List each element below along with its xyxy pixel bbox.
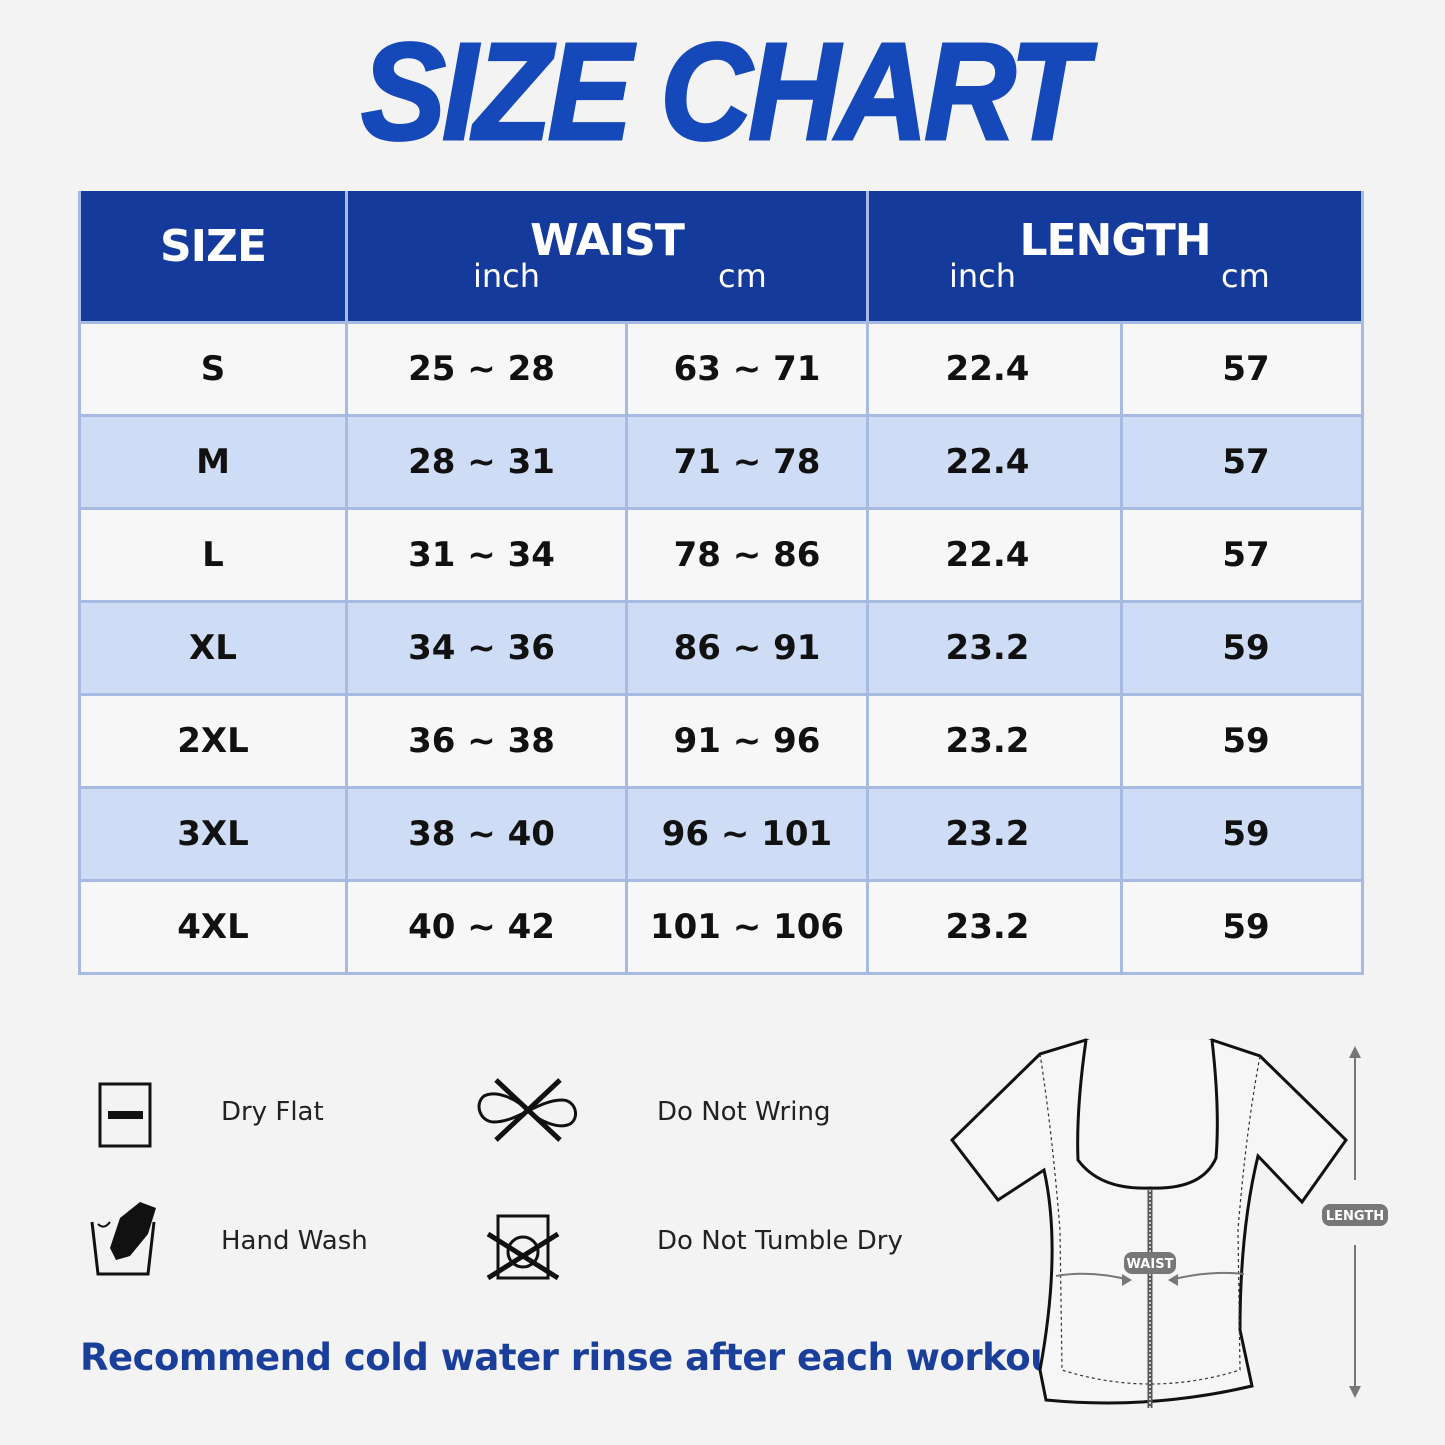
cell-length-inch: 22.4	[866, 321, 1123, 417]
cell-waist-inch: 36 ~ 38	[345, 693, 628, 789]
cell-length-cm: 59	[1120, 600, 1364, 696]
cell-length-cm: 59	[1120, 786, 1364, 882]
header-waist: WAIST inch cm	[345, 191, 869, 323]
cell-size: L	[78, 507, 348, 603]
cell-waist-inch: 38 ~ 40	[345, 786, 628, 882]
cell-waist-inch: 34 ~ 36	[345, 600, 628, 696]
care-note: Recommend cold water rinse after each wo…	[80, 1336, 1087, 1379]
cell-length-cm: 57	[1120, 414, 1364, 510]
table-row: 4XL 40 ~ 42 101 ~ 106 23.2 59	[78, 879, 1364, 975]
page-title: SIZE CHART	[360, 15, 1089, 169]
cell-length-inch: 22.4	[866, 414, 1123, 510]
header-waist-label: WAIST	[530, 215, 685, 266]
table-row: 3XL 38 ~ 40 96 ~ 101 23.2 59	[78, 786, 1364, 882]
table-row: S 25 ~ 28 63 ~ 71 22.4 57	[78, 321, 1364, 417]
cell-length-cm: 59	[1120, 693, 1364, 789]
cell-waist-cm: 78 ~ 86	[625, 507, 869, 603]
garment-diagram: WAIST LENGTH	[950, 1038, 1388, 1408]
dry-flat-icon	[98, 1082, 152, 1148]
cell-waist-inch: 31 ~ 34	[345, 507, 628, 603]
cell-length-inch: 23.2	[866, 600, 1123, 696]
size-table: SIZE WAIST inch cm LENGTH inch cm S 25 ~ …	[78, 191, 1364, 975]
cell-waist-inch: 40 ~ 42	[345, 879, 628, 975]
cell-length-inch: 22.4	[866, 507, 1123, 603]
cell-length-cm: 57	[1120, 507, 1364, 603]
header-size: SIZE	[78, 191, 348, 323]
table-row: L 31 ~ 34 78 ~ 86 22.4 57	[78, 507, 1364, 603]
cell-waist-inch: 25 ~ 28	[345, 321, 628, 417]
header-length-label: LENGTH	[1019, 215, 1211, 266]
cell-length-cm: 59	[1120, 879, 1364, 975]
cell-waist-cm: 96 ~ 101	[625, 786, 869, 882]
header-length: LENGTH inch cm	[866, 191, 1364, 323]
care-label-hand-wash: Hand Wash	[221, 1226, 368, 1256]
cell-waist-inch: 28 ~ 31	[345, 414, 628, 510]
cell-waist-cm: 71 ~ 78	[625, 414, 869, 510]
cell-size: S	[78, 321, 348, 417]
cell-length-cm: 57	[1120, 321, 1364, 417]
table-row: M 28 ~ 31 71 ~ 78 22.4 57	[78, 414, 1364, 510]
cell-length-inch: 23.2	[866, 786, 1123, 882]
care-label-do-not-tumble-dry: Do Not Tumble Dry	[657, 1226, 903, 1256]
waist-label: WAIST	[1127, 1257, 1174, 1272]
cell-waist-cm: 101 ~ 106	[625, 879, 869, 975]
do-not-wring-icon	[477, 1078, 578, 1142]
cell-waist-cm: 63 ~ 71	[625, 321, 869, 417]
table-row: 2XL 36 ~ 38 91 ~ 96 23.2 59	[78, 693, 1364, 789]
care-label-do-not-wring: Do Not Wring	[657, 1097, 831, 1127]
cell-size: 3XL	[78, 786, 348, 882]
cell-size: M	[78, 414, 348, 510]
cell-waist-cm: 91 ~ 96	[625, 693, 869, 789]
cell-size: 4XL	[78, 879, 348, 975]
header-length-cm: cm	[1221, 257, 1270, 295]
hand-wash-icon	[90, 1202, 156, 1276]
header-waist-cm: cm	[718, 257, 767, 295]
care-label-dry-flat: Dry Flat	[221, 1097, 324, 1127]
header-length-inch: inch	[949, 257, 1017, 295]
do-not-tumble-dry-icon	[486, 1214, 560, 1281]
cell-length-inch: 23.2	[866, 693, 1123, 789]
cell-size: XL	[78, 600, 348, 696]
header-waist-inch: inch	[473, 257, 541, 295]
cell-size: 2XL	[78, 693, 348, 789]
header-size-label: SIZE	[159, 221, 267, 272]
cell-length-inch: 23.2	[866, 879, 1123, 975]
length-label: LENGTH	[1326, 1209, 1384, 1224]
cell-waist-cm: 86 ~ 91	[625, 600, 869, 696]
table-row: XL 34 ~ 36 86 ~ 91 23.2 59	[78, 600, 1364, 696]
table-header-row: SIZE WAIST inch cm LENGTH inch cm	[78, 191, 1364, 323]
